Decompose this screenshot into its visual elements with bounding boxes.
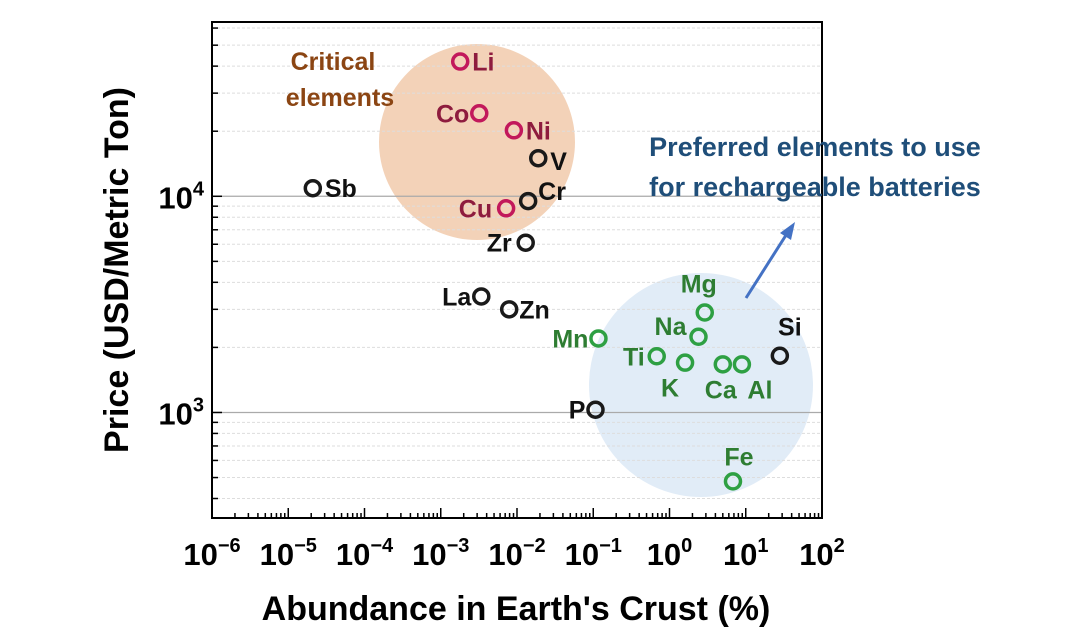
point-label-cr: Cr: [538, 178, 566, 206]
x-tick-label: 10−6: [183, 535, 240, 572]
point-label-co: Co: [436, 100, 469, 128]
point-sb: [303, 178, 323, 198]
point-label-cu: Cu: [459, 195, 492, 223]
point-label-mn: Mn: [552, 325, 588, 353]
point-label-p: P: [569, 397, 586, 425]
x-tick-label: 10−3: [412, 535, 469, 572]
x-tick-label: 10−2: [488, 535, 545, 572]
plot-frame: [211, 21, 823, 519]
x-tick-label: 100: [647, 535, 693, 572]
point-label-sb: Sb: [325, 175, 357, 203]
point-label-v: V: [550, 148, 567, 176]
x-tick-label: 102: [799, 535, 845, 572]
annotation-critical-line1: Critical: [291, 48, 376, 76]
point-ca: [713, 355, 733, 374]
point-label-zn: Zn: [519, 296, 550, 324]
point-ti: [647, 347, 666, 366]
point-cu: [496, 199, 516, 218]
point-label-na: Na: [655, 313, 688, 341]
preferred-region: [589, 273, 813, 497]
annotation-preferred-line2: for rechargeable batteries: [649, 172, 981, 202]
point-p: [586, 400, 605, 419]
point-zn: [499, 300, 519, 319]
x-tick-label: 101: [723, 535, 769, 572]
point-cr: [518, 191, 538, 211]
point-mn: [589, 329, 608, 348]
point-label-mg: Mg: [681, 271, 717, 299]
point-ni: [504, 121, 524, 140]
point-fe: [723, 472, 743, 491]
y-tick-label: 104: [158, 178, 204, 215]
point-si: [770, 346, 790, 365]
point-label-zr: Zr: [487, 230, 512, 258]
point-la: [472, 287, 491, 306]
point-al: [732, 355, 752, 374]
point-k: [675, 353, 695, 372]
y-axis-label: Price (USD/Metric Ton): [98, 87, 136, 453]
point-label-ni: Ni: [526, 117, 551, 145]
x-axis-label: Abundance in Earth's Crust (%): [262, 590, 771, 628]
point-mg: [695, 303, 715, 322]
x-tick-label: 10−1: [565, 535, 622, 572]
y-tick-label: 103: [158, 394, 204, 431]
point-label-ti: Ti: [623, 343, 645, 371]
annotation-arrow: [744, 222, 795, 299]
point-zr: [516, 233, 535, 252]
point-label-k: K: [661, 375, 679, 403]
x-tick-label: 10−4: [336, 535, 394, 572]
point-label-si: Si: [778, 314, 802, 342]
x-tick-label: 10−5: [260, 535, 317, 572]
point-co: [470, 104, 489, 123]
point-label-la: La: [442, 283, 472, 311]
point-label-ca: Ca: [705, 376, 738, 404]
point-na: [689, 327, 708, 347]
point-li: [450, 52, 470, 71]
point-label-li: Li: [472, 49, 494, 77]
point-label-al: Al: [747, 376, 772, 404]
annotation-preferred-line1: Preferred elements to use: [649, 132, 981, 162]
point-label-fe: Fe: [724, 443, 753, 471]
point-v: [529, 148, 548, 168]
annotation-critical-line2: elements: [286, 84, 394, 112]
